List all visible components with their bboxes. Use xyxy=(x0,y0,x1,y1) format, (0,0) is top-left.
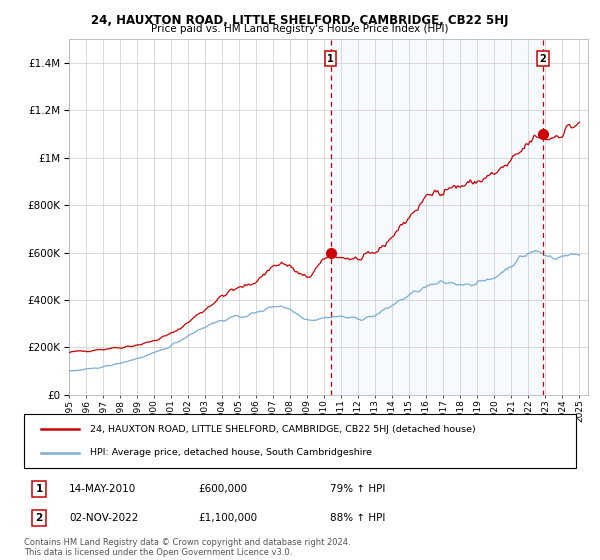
Text: 1: 1 xyxy=(35,484,43,494)
Text: 02-NOV-2022: 02-NOV-2022 xyxy=(69,513,139,523)
Text: HPI: Average price, detached house, South Cambridgeshire: HPI: Average price, detached house, Sout… xyxy=(90,448,372,457)
Bar xyxy=(331,39,543,395)
FancyBboxPatch shape xyxy=(24,414,576,468)
Text: Contains HM Land Registry data © Crown copyright and database right 2024.
This d: Contains HM Land Registry data © Crown c… xyxy=(24,538,350,557)
Text: 2: 2 xyxy=(35,513,43,523)
Text: 1: 1 xyxy=(327,54,334,64)
Text: £1,100,000: £1,100,000 xyxy=(198,513,257,523)
Text: £600,000: £600,000 xyxy=(198,484,247,494)
Text: 14-MAY-2010: 14-MAY-2010 xyxy=(69,484,136,494)
Text: 24, HAUXTON ROAD, LITTLE SHELFORD, CAMBRIDGE, CB22 5HJ (detached house): 24, HAUXTON ROAD, LITTLE SHELFORD, CAMBR… xyxy=(90,425,476,434)
Text: 24, HAUXTON ROAD, LITTLE SHELFORD, CAMBRIDGE, CB22 5HJ: 24, HAUXTON ROAD, LITTLE SHELFORD, CAMBR… xyxy=(91,14,509,27)
Text: 88% ↑ HPI: 88% ↑ HPI xyxy=(330,513,385,523)
Text: 2: 2 xyxy=(539,54,546,64)
Text: 79% ↑ HPI: 79% ↑ HPI xyxy=(330,484,385,494)
Text: Price paid vs. HM Land Registry's House Price Index (HPI): Price paid vs. HM Land Registry's House … xyxy=(151,24,449,34)
